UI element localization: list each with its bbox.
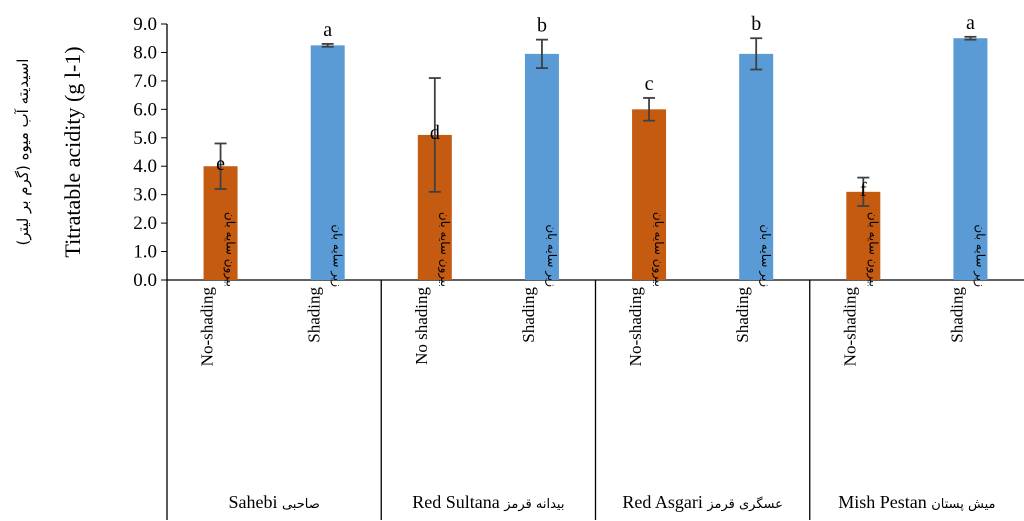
significance-letter: f [860,179,867,201]
significance-letter: c [645,73,654,95]
cultivar-label: Sahebi صاحبی [228,492,319,512]
significance-letter: d [430,122,440,144]
y-tick-label: 5.0 [133,128,157,149]
cultivar-name-persian: میش پستان [931,497,995,512]
y-tick-label: 2.0 [133,213,157,234]
treatment-label: No shading [412,287,431,365]
x-axis-labels: بیرون سایه بان No-shading زیر سایه بان Shad… [198,212,996,512]
treatment-label: No-shading [840,287,859,367]
y-axis-label: Titratable acidity (g l-1) [60,46,85,257]
y-tick-label: 4.0 [133,156,157,177]
treatment-label-persian: بیرون سایه بان [651,212,666,287]
treatment-label-persian: زیر سایه بان [544,224,559,287]
cultivar-name: Mish Pestan [838,492,931,512]
bar [524,53,559,280]
treatment-label-persian: زیر سایه بان [758,224,773,287]
treatment-label: No-shading [198,287,217,367]
bar [310,45,345,281]
treatment-label-persian: زیر سایه بان [330,224,345,287]
treatment-label: Shading [733,287,752,343]
bars: e a d b c b f a [203,12,988,281]
axes [166,24,1024,520]
treatment-label: Shading [305,287,324,343]
y-tick-label: 0.0 [133,270,157,291]
bar [953,38,988,280]
bar [632,109,667,280]
y-tick-label: 8.0 [133,42,157,63]
significance-letter: a [966,12,975,34]
cultivar-name-persian: بیدانه قرمز [503,497,564,512]
y-tick-label: 7.0 [133,71,157,92]
y-axis-ticks: 0.0 1.0 2.0 3.0 4.0 5.0 6.0 7.0 8.0 9.0 [133,14,167,291]
significance-letter: b [537,15,547,37]
treatment-label-persian: زیر سایه بان [972,224,987,287]
cultivar-name: Red Asgari [622,492,707,512]
cultivar-label: Red Asgari عسگری قرمز [622,492,783,512]
y-axis-label-persian: اسیدیته آب میوه (گرم بر لیتر) [14,59,32,246]
y-tick-label: 1.0 [133,242,157,263]
cultivar-label: Red Sultana بیدانه قرمز [412,492,564,512]
treatment-label: Shading [947,287,966,343]
cultivar-name-persian: عسگری قرمز [706,496,783,512]
y-tick-label: 3.0 [133,185,157,206]
treatment-label-persian: بیرون سایه بان [865,212,880,287]
significance-letter: a [323,19,332,41]
y-tick-label: 9.0 [133,14,157,35]
treatment-label: No-shading [626,287,645,367]
bar [739,53,774,280]
y-tick-label: 6.0 [133,99,157,120]
significance-letter: e [216,153,225,175]
treatment-label: Shading [519,287,538,343]
significance-letter: b [751,13,761,35]
treatment-label-persian: بیرون سایه بان [223,212,238,287]
cultivar-name: Red Sultana [412,492,504,512]
cultivar-name-persian: صاحبی [282,497,320,512]
cultivar-label: Mish Pestan میش پستان [838,492,995,512]
treatment-label-persian: بیرون سایه بان [437,212,452,287]
cultivar-name: Sahebi [228,492,282,512]
